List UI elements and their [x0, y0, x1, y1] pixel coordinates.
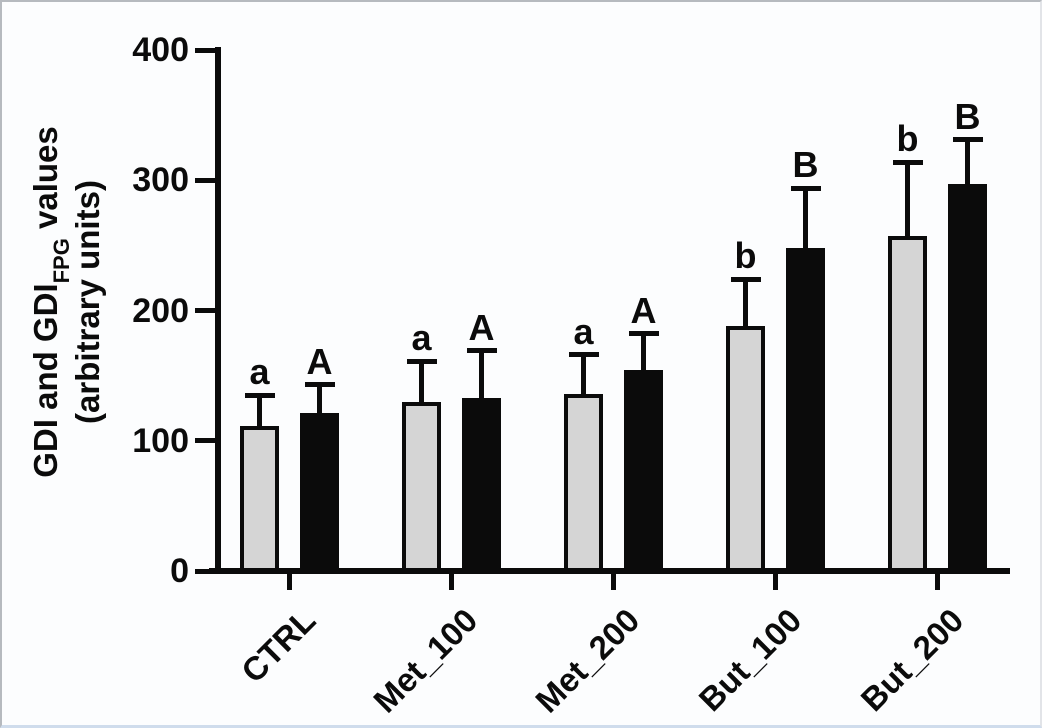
- bar-GDI_FPG-But_100: [786, 247, 825, 572]
- x-category-label: But_100: [691, 601, 809, 719]
- bar-GDI-But_200: [888, 236, 927, 572]
- x-axis-tick: [934, 574, 940, 590]
- y-axis-tick: [195, 568, 215, 574]
- significance-letter: a: [249, 351, 270, 393]
- y-tick-label: 200: [132, 291, 189, 330]
- significance-letter: a: [411, 317, 432, 359]
- bar-GDI_FPG-Met_100: [462, 397, 501, 572]
- error-bar-cap: [730, 276, 761, 282]
- error-bar-line: [257, 395, 262, 429]
- y-tick-label: 100: [132, 421, 189, 460]
- significance-letter: B: [954, 95, 981, 137]
- error-bar-line: [581, 354, 586, 396]
- bar-GDI_FPG-Met_200: [624, 370, 663, 572]
- significance-letter: A: [468, 306, 495, 348]
- error-bar-line: [317, 384, 322, 416]
- error-bar-cap: [952, 137, 983, 143]
- bar-GDI-But_100: [726, 326, 765, 572]
- error-bar-line: [743, 279, 748, 329]
- error-bar-cap: [628, 331, 659, 337]
- error-bar-cap: [244, 392, 275, 398]
- x-category-label: Met_200: [528, 601, 647, 720]
- bar-GDI-Met_200: [564, 393, 603, 572]
- y-axis-line: [215, 47, 221, 574]
- significance-letter: a: [573, 310, 594, 352]
- y-axis-tick: [195, 177, 215, 183]
- x-category-label: But_200: [853, 601, 971, 719]
- bar-GDI_FPG-CTRL: [300, 413, 339, 572]
- significance-letter: B: [792, 144, 819, 186]
- x-axis-tick: [772, 574, 778, 590]
- bar-GDI_FPG-But_200: [948, 184, 987, 572]
- error-bar-line: [641, 333, 646, 373]
- error-bar-cap: [892, 159, 923, 165]
- error-bar-line: [479, 350, 484, 400]
- x-category-label: Met_100: [366, 601, 485, 720]
- x-category-label: CTRL: [234, 601, 323, 690]
- error-bar-cap: [568, 352, 599, 358]
- significance-letter: b: [734, 235, 757, 277]
- significance-letter: A: [306, 340, 333, 382]
- x-axis-tick: [448, 574, 454, 590]
- significance-letter: A: [630, 289, 657, 331]
- error-bar-line: [905, 162, 910, 239]
- x-axis-tick: [286, 574, 292, 590]
- error-bar-cap: [406, 358, 437, 364]
- y-axis-tick: [195, 308, 215, 313]
- y-axis-tick: [195, 438, 215, 444]
- error-bar-cap: [790, 185, 821, 191]
- y-tick-label: 300: [132, 161, 189, 200]
- y-axis-tick: [195, 47, 215, 53]
- bar-GDI-Met_100: [402, 401, 441, 572]
- error-bar-line: [965, 139, 970, 187]
- y-tick-label: 400: [132, 31, 189, 69]
- error-bar-cap: [304, 382, 335, 388]
- error-bar-cap: [466, 348, 497, 354]
- x-axis-tick: [610, 574, 616, 590]
- significance-letter: b: [896, 118, 919, 159]
- error-bar-line: [803, 188, 808, 250]
- error-bar-line: [419, 361, 424, 404]
- bar-GDI-CTRL: [240, 426, 279, 572]
- y-tick-label: 0: [170, 552, 189, 590]
- x-axis-line: [209, 568, 1010, 574]
